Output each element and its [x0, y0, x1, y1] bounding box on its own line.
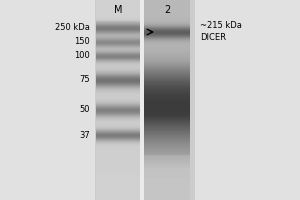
Text: M: M [114, 5, 122, 15]
Text: 250 kDa: 250 kDa [55, 23, 90, 32]
Text: 2: 2 [164, 5, 170, 15]
Text: 100: 100 [74, 51, 90, 60]
Text: DICER: DICER [200, 33, 226, 43]
Text: ~215 kDa: ~215 kDa [200, 21, 242, 29]
Text: 75: 75 [80, 75, 90, 84]
Text: 150: 150 [74, 38, 90, 46]
Text: 37: 37 [79, 130, 90, 140]
Text: 50: 50 [80, 106, 90, 114]
